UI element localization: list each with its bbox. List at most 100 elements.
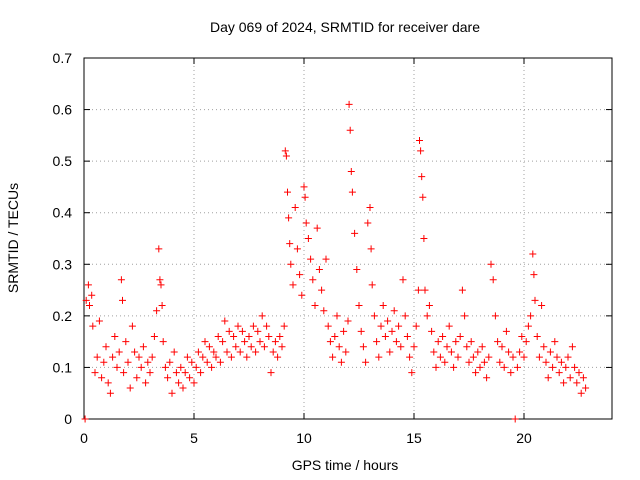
data-point bbox=[403, 332, 411, 340]
x-tick-label: 0 bbox=[80, 430, 88, 446]
data-point bbox=[342, 348, 350, 356]
data-point bbox=[549, 363, 557, 371]
y-axis-ticks: 0 0.1 0.2 0.3 0.4 0.5 0.6 0.7 bbox=[53, 50, 612, 427]
data-point bbox=[203, 358, 211, 366]
data-point bbox=[425, 302, 433, 310]
data-point bbox=[241, 338, 249, 346]
grid-lines bbox=[84, 58, 612, 419]
data-point bbox=[201, 338, 209, 346]
data-point bbox=[331, 332, 339, 340]
data-point bbox=[388, 327, 396, 335]
data-point bbox=[496, 358, 504, 366]
data-point bbox=[347, 167, 355, 175]
data-point bbox=[113, 363, 121, 371]
data-point bbox=[412, 322, 420, 330]
data-point bbox=[104, 379, 112, 387]
data-point bbox=[465, 358, 473, 366]
data-point bbox=[397, 343, 405, 351]
data-point bbox=[335, 343, 343, 351]
data-point bbox=[197, 369, 205, 377]
data-point bbox=[214, 332, 222, 340]
data-point bbox=[293, 245, 301, 253]
data-point bbox=[148, 353, 156, 361]
data-point bbox=[135, 353, 143, 361]
data-point bbox=[81, 415, 89, 423]
data-point bbox=[309, 276, 317, 284]
data-point bbox=[560, 379, 568, 387]
data-point bbox=[131, 348, 139, 356]
data-point bbox=[461, 312, 469, 320]
data-point bbox=[172, 369, 180, 377]
x-tick-label: 20 bbox=[516, 430, 532, 446]
data-point bbox=[311, 302, 319, 310]
data-point bbox=[267, 369, 275, 377]
data-point bbox=[212, 353, 220, 361]
data-point bbox=[278, 343, 286, 351]
data-point bbox=[498, 343, 506, 351]
data-point bbox=[370, 312, 378, 320]
y-tick-label: 0.6 bbox=[53, 102, 73, 118]
data-point bbox=[377, 322, 385, 330]
data-point bbox=[337, 358, 345, 366]
data-point bbox=[524, 322, 532, 330]
data-point bbox=[513, 363, 521, 371]
data-point bbox=[281, 147, 289, 155]
data-point bbox=[533, 332, 541, 340]
data-point bbox=[150, 332, 158, 340]
data-point bbox=[219, 338, 227, 346]
data-point bbox=[216, 358, 224, 366]
data-point bbox=[384, 317, 392, 325]
data-point bbox=[575, 369, 583, 377]
data-point bbox=[192, 363, 200, 371]
data-point bbox=[86, 302, 93, 310]
data-point bbox=[520, 353, 528, 361]
data-point bbox=[540, 343, 548, 351]
data-point bbox=[456, 332, 464, 340]
data-point bbox=[175, 379, 183, 387]
data-point bbox=[260, 343, 268, 351]
data-point bbox=[476, 363, 484, 371]
data-point bbox=[166, 358, 174, 366]
chart-title: Day 069 of 2024, SRMTID for receiver dar… bbox=[210, 19, 480, 35]
data-point bbox=[366, 204, 374, 212]
data-point bbox=[232, 343, 240, 351]
data-point bbox=[164, 374, 172, 382]
data-point bbox=[573, 379, 581, 387]
data-point bbox=[289, 281, 297, 289]
data-point bbox=[177, 363, 185, 371]
data-point bbox=[582, 384, 590, 392]
data-point bbox=[410, 343, 418, 351]
data-point bbox=[441, 358, 449, 366]
data-point bbox=[375, 353, 383, 361]
data-point bbox=[568, 343, 576, 351]
data-point bbox=[329, 353, 337, 361]
data-point bbox=[489, 276, 497, 284]
data-point bbox=[318, 286, 326, 294]
data-point bbox=[91, 369, 99, 377]
data-point bbox=[124, 358, 132, 366]
data-point bbox=[280, 322, 288, 330]
data-point bbox=[301, 193, 309, 201]
data-point bbox=[538, 302, 546, 310]
data-point bbox=[205, 343, 213, 351]
data-point bbox=[199, 353, 207, 361]
data-point bbox=[348, 188, 356, 196]
data-point bbox=[271, 338, 279, 346]
data-point bbox=[188, 358, 196, 366]
data-point bbox=[291, 204, 299, 212]
data-point bbox=[263, 322, 271, 330]
data-point bbox=[392, 338, 400, 346]
data-point bbox=[287, 260, 295, 268]
data-point bbox=[137, 363, 145, 371]
data-point bbox=[258, 312, 266, 320]
data-point bbox=[562, 363, 570, 371]
data-point bbox=[159, 338, 167, 346]
data-point bbox=[531, 296, 539, 304]
data-point bbox=[408, 369, 416, 377]
data-point bbox=[364, 219, 372, 227]
data-point bbox=[269, 348, 277, 356]
data-point bbox=[106, 389, 114, 397]
data-point bbox=[126, 384, 134, 392]
data-point bbox=[146, 369, 154, 377]
y-tick-label: 0.7 bbox=[53, 50, 73, 66]
